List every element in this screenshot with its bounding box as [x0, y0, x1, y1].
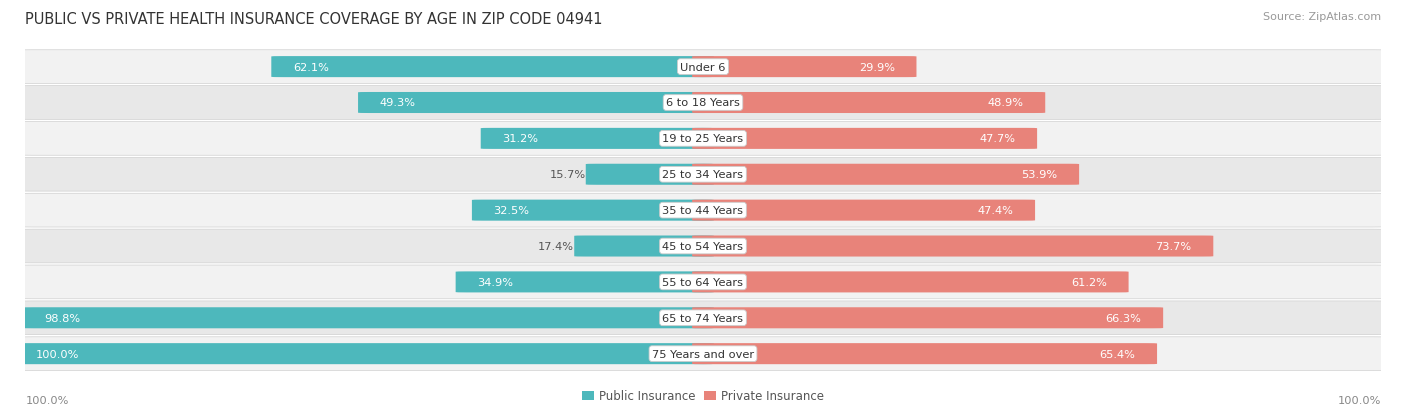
FancyBboxPatch shape	[472, 200, 714, 221]
FancyBboxPatch shape	[586, 164, 714, 185]
Text: 100.0%: 100.0%	[37, 349, 80, 359]
FancyBboxPatch shape	[692, 57, 917, 78]
FancyBboxPatch shape	[692, 236, 1213, 257]
Text: 32.5%: 32.5%	[494, 206, 530, 216]
FancyBboxPatch shape	[359, 93, 714, 114]
FancyBboxPatch shape	[18, 122, 1388, 156]
FancyBboxPatch shape	[18, 194, 1388, 228]
FancyBboxPatch shape	[481, 128, 714, 150]
Text: 100.0%: 100.0%	[25, 395, 69, 405]
Text: 6 to 18 Years: 6 to 18 Years	[666, 98, 740, 108]
FancyBboxPatch shape	[692, 308, 1163, 328]
FancyBboxPatch shape	[692, 343, 1157, 364]
FancyBboxPatch shape	[692, 164, 1080, 185]
FancyBboxPatch shape	[18, 158, 1388, 192]
Text: 98.8%: 98.8%	[44, 313, 80, 323]
Text: 65 to 74 Years: 65 to 74 Years	[662, 313, 744, 323]
FancyBboxPatch shape	[18, 266, 1388, 299]
Text: 100.0%: 100.0%	[1337, 395, 1381, 405]
FancyBboxPatch shape	[692, 93, 1045, 114]
FancyBboxPatch shape	[692, 128, 1038, 150]
FancyBboxPatch shape	[18, 86, 1388, 120]
Text: 29.9%: 29.9%	[859, 62, 894, 72]
Text: 66.3%: 66.3%	[1105, 313, 1142, 323]
Text: 61.2%: 61.2%	[1071, 277, 1107, 287]
Text: 19 to 25 Years: 19 to 25 Years	[662, 134, 744, 144]
Legend: Public Insurance, Private Insurance: Public Insurance, Private Insurance	[578, 385, 828, 407]
Text: 34.9%: 34.9%	[477, 277, 513, 287]
FancyBboxPatch shape	[14, 343, 714, 364]
Text: Under 6: Under 6	[681, 62, 725, 72]
FancyBboxPatch shape	[692, 272, 1129, 293]
Text: 15.7%: 15.7%	[550, 170, 586, 180]
Text: 53.9%: 53.9%	[1021, 170, 1057, 180]
FancyBboxPatch shape	[22, 308, 714, 328]
Text: 49.3%: 49.3%	[380, 98, 416, 108]
FancyBboxPatch shape	[18, 51, 1388, 84]
FancyBboxPatch shape	[18, 301, 1388, 335]
Text: Source: ZipAtlas.com: Source: ZipAtlas.com	[1263, 12, 1381, 22]
Text: 48.9%: 48.9%	[987, 98, 1024, 108]
FancyBboxPatch shape	[18, 337, 1388, 370]
Text: 17.4%: 17.4%	[538, 242, 574, 252]
Text: PUBLIC VS PRIVATE HEALTH INSURANCE COVERAGE BY AGE IN ZIP CODE 04941: PUBLIC VS PRIVATE HEALTH INSURANCE COVER…	[25, 12, 603, 27]
Text: 62.1%: 62.1%	[292, 62, 329, 72]
FancyBboxPatch shape	[18, 230, 1388, 263]
FancyBboxPatch shape	[574, 236, 714, 257]
Text: 55 to 64 Years: 55 to 64 Years	[662, 277, 744, 287]
Text: 45 to 54 Years: 45 to 54 Years	[662, 242, 744, 252]
Text: 25 to 34 Years: 25 to 34 Years	[662, 170, 744, 180]
FancyBboxPatch shape	[692, 200, 1035, 221]
FancyBboxPatch shape	[456, 272, 714, 293]
Text: 65.4%: 65.4%	[1099, 349, 1136, 359]
FancyBboxPatch shape	[271, 57, 714, 78]
Text: 31.2%: 31.2%	[502, 134, 538, 144]
Text: 35 to 44 Years: 35 to 44 Years	[662, 206, 744, 216]
Text: 47.4%: 47.4%	[977, 206, 1014, 216]
Text: 75 Years and over: 75 Years and over	[652, 349, 754, 359]
Text: 47.7%: 47.7%	[980, 134, 1015, 144]
Text: 73.7%: 73.7%	[1156, 242, 1192, 252]
